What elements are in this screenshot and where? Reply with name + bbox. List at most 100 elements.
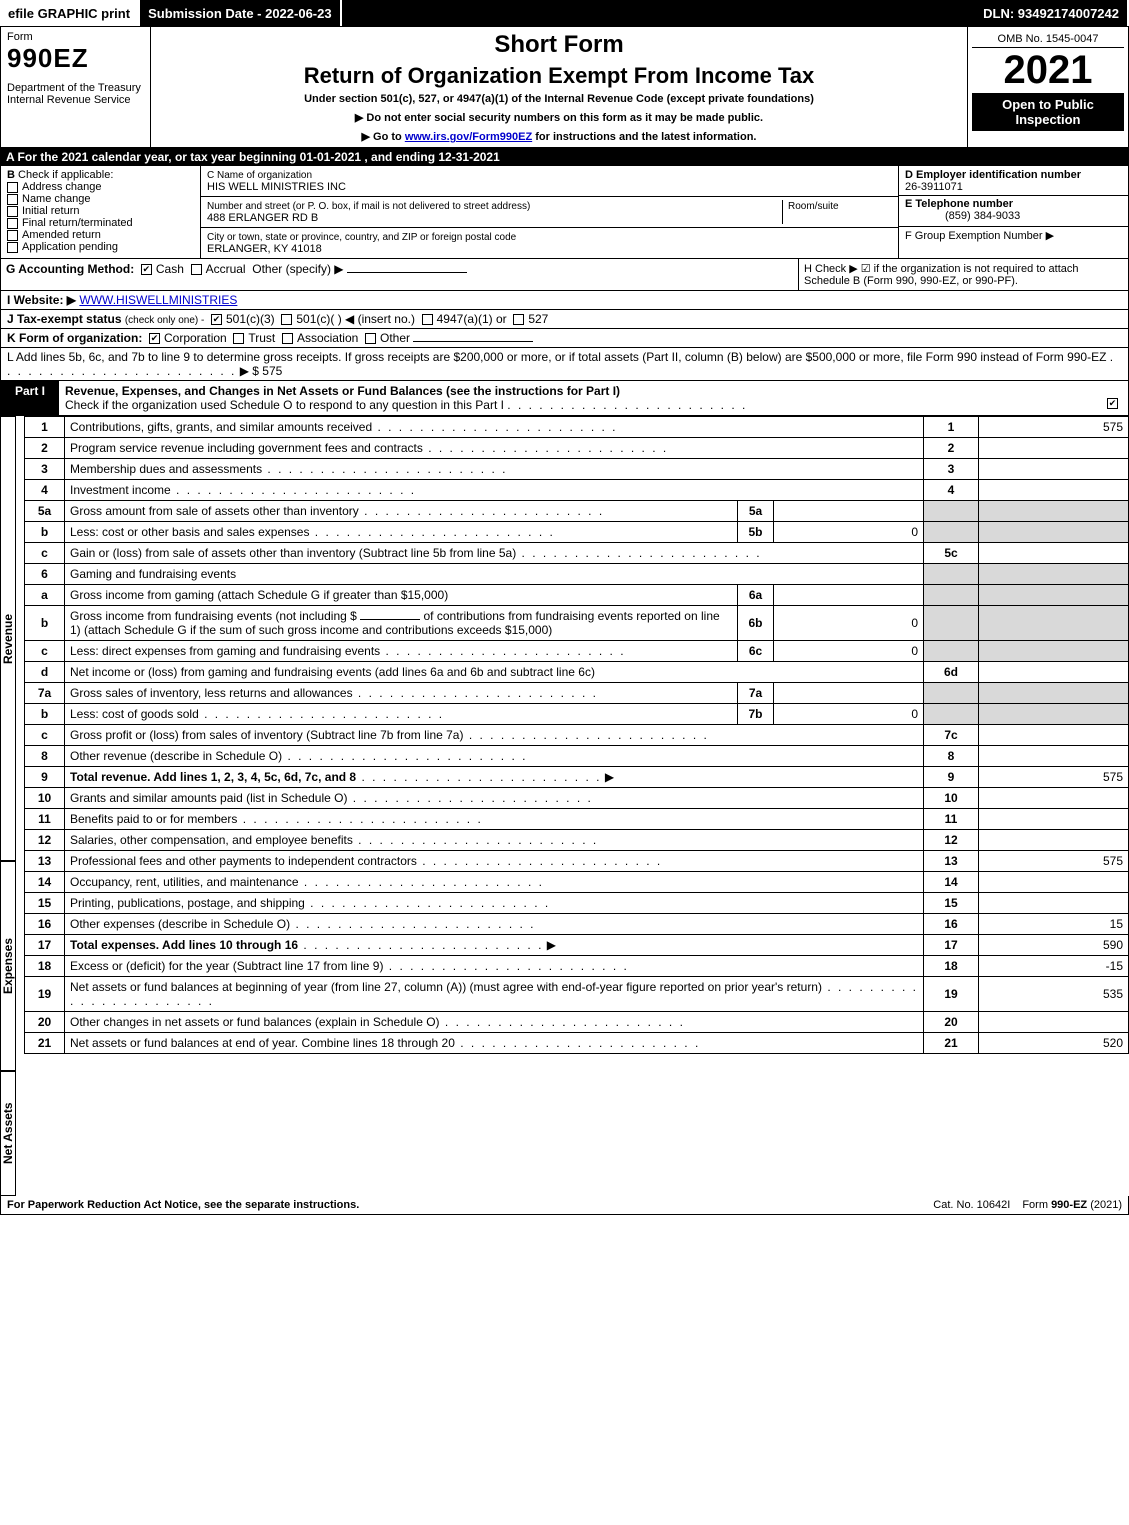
website-link[interactable]: WWW.HISWELLMINISTRIES: [79, 293, 237, 307]
l14-dots: [299, 875, 544, 889]
l2-box: 2: [924, 438, 979, 459]
line-18: 18 Excess or (deficit) for the year (Sub…: [25, 956, 1129, 977]
l13-amt: 575: [979, 851, 1129, 872]
k-assoc: Association: [297, 331, 358, 345]
line-13: 13 Professional fees and other payments …: [25, 851, 1129, 872]
l21-amt: 520: [979, 1033, 1129, 1054]
l12-dots: [353, 833, 598, 847]
l4-dots: [171, 483, 416, 497]
chk-527[interactable]: [513, 314, 524, 325]
l6b-val: 0: [774, 606, 924, 641]
l16-n: 16: [25, 914, 65, 935]
l21-t: Net assets or fund balances at end of ye…: [70, 1036, 455, 1050]
dln: DLN: 93492174007242: [975, 0, 1129, 26]
l5c-t: Gain or (loss) from sale of assets other…: [70, 546, 516, 560]
l17-t: Total expenses. Add lines 10 through 16: [70, 938, 298, 952]
c-name-label: C Name of organization: [207, 170, 312, 181]
chk-501c3[interactable]: [211, 314, 222, 325]
open-to-public: Open to Public Inspection: [972, 93, 1124, 131]
line-15: 15 Printing, publications, postage, and …: [25, 893, 1129, 914]
l7a-shade2: [979, 683, 1129, 704]
l7c-amt: [979, 725, 1129, 746]
l21-dots: [455, 1036, 700, 1050]
b-label: B: [7, 169, 15, 181]
h-cell: H Check ▶ ☑ if the organization is not r…: [798, 259, 1128, 290]
footer-left: For Paperwork Reduction Act Notice, see …: [7, 1199, 359, 1211]
submission-date: Submission Date - 2022-06-23: [140, 0, 342, 26]
chk-initial-return[interactable]: [7, 206, 18, 217]
l3-amt: [979, 459, 1129, 480]
l10-dots: [347, 791, 592, 805]
subtitle: Under section 501(c), 527, or 4947(a)(1)…: [157, 93, 961, 105]
chk-final-return[interactable]: [7, 218, 18, 229]
l6c-sub: 6c: [738, 641, 774, 662]
l6-shade1: [924, 564, 979, 585]
j-501c: 501(c)( ) ◀ (insert no.): [296, 312, 415, 326]
l4-amt: [979, 480, 1129, 501]
l13-dots: [417, 854, 662, 868]
l6a-n: a: [25, 585, 65, 606]
chk-trust[interactable]: [233, 333, 244, 344]
chk-name-change[interactable]: [7, 194, 18, 205]
chk-amended-return[interactable]: [7, 230, 18, 241]
l18-t: Excess or (deficit) for the year (Subtra…: [70, 959, 383, 973]
form-number: 990EZ: [7, 43, 144, 74]
irs-link[interactable]: www.irs.gov/Form990EZ: [405, 131, 532, 143]
l5c-dots: [516, 546, 761, 560]
chk-address-change[interactable]: [7, 182, 18, 193]
short-form-title: Short Form: [157, 31, 961, 59]
chk-4947[interactable]: [422, 314, 433, 325]
l7c-dots: [463, 728, 708, 742]
l18-box: 18: [924, 956, 979, 977]
l7b-val: 0: [774, 704, 924, 725]
header-right: OMB No. 1545-0047 2021 Open to Public In…: [968, 27, 1128, 147]
l6d-t: Net income or (loss) from gaming and fun…: [65, 662, 924, 683]
org-street: 488 ERLANGER RD B: [207, 212, 318, 224]
chk-corp[interactable]: [149, 333, 160, 344]
l9-arrow: ▶: [605, 770, 614, 784]
l6c-val: 0: [774, 641, 924, 662]
l20-n: 20: [25, 1012, 65, 1033]
l20-t: Other changes in net assets or fund bala…: [70, 1015, 440, 1029]
l9-t: Total revenue. Add lines 1, 2, 3, 4, 5c,…: [70, 770, 356, 784]
part1-title: Revenue, Expenses, and Changes in Net As…: [65, 384, 620, 398]
chk-schedule-o[interactable]: [1107, 398, 1118, 409]
side-revenue: Revenue: [0, 416, 16, 861]
g-other-line: [347, 272, 467, 273]
g-accrual: Accrual: [206, 262, 246, 276]
l9-box: 9: [924, 767, 979, 788]
l9-n: 9: [25, 767, 65, 788]
line-7b: b Less: cost of goods sold 7b 0: [25, 704, 1129, 725]
row-k: K Form of organization: Corporation Trus…: [0, 329, 1129, 348]
row-j: J Tax-exempt status (check only one) - 5…: [0, 310, 1129, 329]
opt-address-change: Address change: [22, 181, 102, 193]
chk-assoc[interactable]: [282, 333, 293, 344]
l5c-box: 5c: [924, 543, 979, 564]
line-6c: c Less: direct expenses from gaming and …: [25, 641, 1129, 662]
l11-dots: [237, 812, 482, 826]
l11-amt: [979, 809, 1129, 830]
opt-final-return: Final return/terminated: [22, 217, 133, 229]
chk-application-pending[interactable]: [7, 242, 18, 253]
chk-501c[interactable]: [281, 314, 292, 325]
part1-header: Part I Revenue, Expenses, and Changes in…: [0, 381, 1129, 416]
footer-right-pre: Form: [1022, 1199, 1051, 1211]
row-i: I Website: ▶ WWW.HISWELLMINISTRIES: [0, 291, 1129, 310]
col-d: D Employer identification number 26-3911…: [898, 166, 1128, 258]
j-527: 527: [528, 312, 548, 326]
l5b-shade2: [979, 522, 1129, 543]
l6c-shade1: [924, 641, 979, 662]
header-center: Short Form Return of Organization Exempt…: [151, 27, 968, 147]
chk-accrual[interactable]: [191, 264, 202, 275]
line-10: 10 Grants and similar amounts paid (list…: [25, 788, 1129, 809]
l6b-blank: [360, 619, 420, 620]
j-501c3: 501(c)(3): [226, 312, 275, 326]
l5c-n: c: [25, 543, 65, 564]
l16-t: Other expenses (describe in Schedule O): [70, 917, 290, 931]
top-bar: efile GRAPHIC print Submission Date - 20…: [0, 0, 1129, 26]
chk-other[interactable]: [365, 333, 376, 344]
l17-arrow: ▶: [547, 938, 556, 952]
efile-label[interactable]: efile GRAPHIC print: [0, 0, 140, 26]
l8-t: Other revenue (describe in Schedule O): [70, 749, 282, 763]
chk-cash[interactable]: [141, 264, 152, 275]
